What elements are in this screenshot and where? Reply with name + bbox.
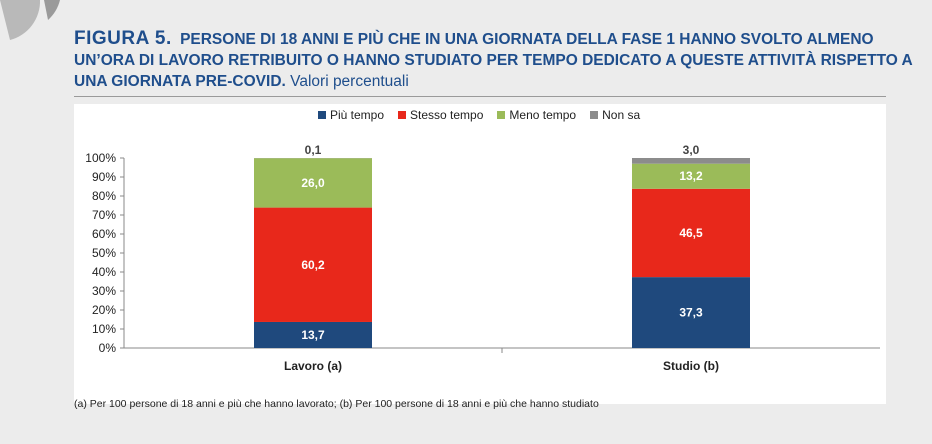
data-label: 46,5 — [679, 226, 703, 240]
chart-area — [74, 104, 886, 404]
figure-subtitle: Valori percentuali — [290, 73, 409, 90]
x-tick-label: Lavoro (a) — [284, 359, 342, 373]
data-label: 3,0 — [683, 143, 700, 157]
legend-item-non-sa: Non sa — [590, 108, 640, 122]
data-label: 60,2 — [301, 258, 325, 272]
legend-label: Più tempo — [330, 108, 385, 122]
bar-segment — [632, 277, 750, 348]
chart-legend: Più tempo Stesso tempo Meno tempo Non sa — [318, 108, 640, 122]
legend-item-stesso-tempo: Stesso tempo — [398, 108, 483, 122]
bar-segment — [632, 158, 750, 164]
legend-item-meno-tempo: Meno tempo — [497, 108, 576, 122]
legend-label: Meno tempo — [509, 108, 577, 122]
legend-swatch — [318, 111, 326, 119]
pie-logo-icon — [0, 0, 60, 40]
y-tick-label: 100% — [85, 151, 116, 165]
data-label: 13,2 — [679, 169, 703, 183]
data-label: 0,1 — [305, 143, 322, 157]
bar-segment — [254, 158, 372, 208]
x-tick-label: Studio (b) — [663, 359, 719, 373]
y-tick-label: 70% — [92, 208, 116, 222]
y-tick-label: 50% — [92, 246, 116, 260]
bar-segment — [632, 188, 750, 278]
y-tick-label: 20% — [92, 303, 116, 317]
y-tick-label: 40% — [92, 265, 116, 279]
bar-segment — [632, 163, 750, 189]
title-divider — [74, 96, 886, 97]
legend-swatch — [590, 111, 599, 119]
legend-item-piu-tempo: Più tempo — [318, 108, 384, 122]
legend-label: Stesso tempo — [410, 108, 484, 122]
y-tick-label: 90% — [92, 170, 116, 184]
legend-label: Non sa — [602, 108, 641, 122]
y-tick-label: 10% — [92, 322, 116, 336]
bar-segment — [254, 207, 372, 322]
data-label: 13,7 — [301, 328, 325, 342]
figure-title: FIGURA 5. PERSONE DI 18 ANNI E PIÙ CHE I… — [74, 28, 924, 92]
figure-label: FIGURA 5. — [74, 28, 172, 49]
bar-segment — [254, 321, 372, 348]
legend-swatch — [497, 111, 506, 119]
y-tick-label: 80% — [92, 189, 116, 203]
y-tick-label: 30% — [92, 284, 116, 298]
y-tick-label: 0% — [99, 341, 117, 355]
data-label: 37,3 — [679, 306, 703, 320]
y-tick-label: 60% — [92, 227, 116, 241]
data-label: 26,0 — [301, 176, 325, 190]
legend-swatch — [398, 111, 407, 119]
figure-title-text: PERSONE DI 18 ANNI E PIÙ CHE IN UNA GIOR… — [74, 31, 913, 90]
chart-footnote: (a) Per 100 persone di 18 anni e più che… — [74, 398, 599, 410]
